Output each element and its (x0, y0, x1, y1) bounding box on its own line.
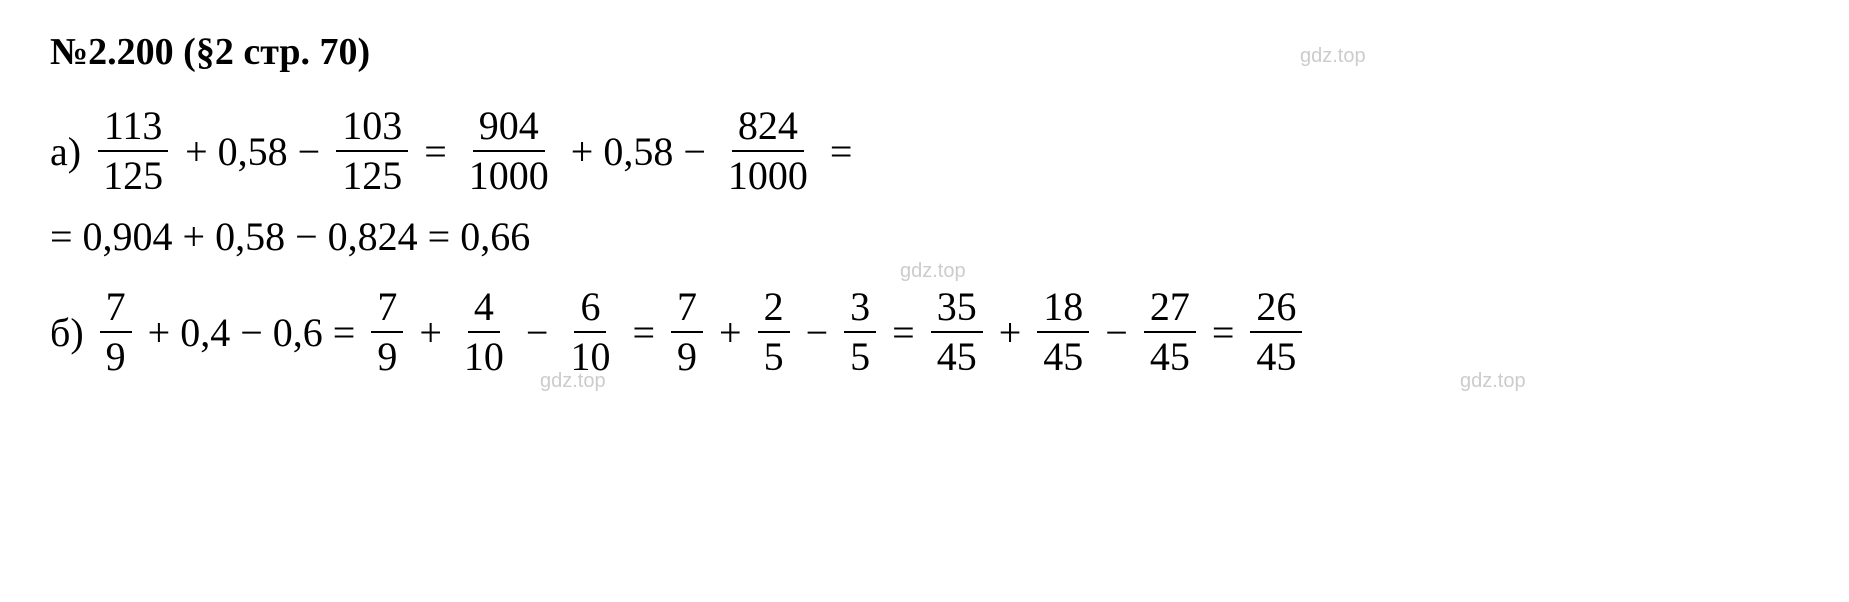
numerator: 6 (574, 285, 606, 333)
value: 0,58 (218, 128, 288, 175)
denominator: 125 (97, 152, 169, 198)
equation-b-line1: б) 7 9 + 0,4 − 0,6 = 7 9 + 4 10 − 6 10 =… (50, 285, 1799, 379)
equals: = (632, 309, 655, 356)
operator: − (240, 309, 263, 356)
denominator: 45 (931, 333, 983, 379)
operator: + (185, 128, 208, 175)
operator: + (999, 309, 1022, 356)
fraction-a2: 103 125 (336, 104, 408, 198)
denominator: 125 (336, 152, 408, 198)
fraction-b7: 3 5 (844, 285, 876, 379)
operator: − (1105, 309, 1128, 356)
operator: − (298, 128, 321, 175)
operator: + (419, 309, 442, 356)
equation-a-line2: = 0,904 + 0,58 − 0,824 = 0,66 (50, 213, 1799, 260)
numerator: 904 (473, 104, 545, 152)
denominator: 1000 (722, 152, 814, 198)
denominator: 45 (1144, 333, 1196, 379)
numerator: 35 (931, 285, 983, 333)
numerator: 26 (1250, 285, 1302, 333)
numerator: 2 (758, 285, 790, 333)
value: 0,4 (180, 309, 230, 356)
numerator: 103 (336, 104, 408, 152)
equals: = (830, 128, 853, 175)
denominator: 9 (100, 333, 132, 379)
operator: − (806, 309, 829, 356)
operator: + (148, 309, 171, 356)
fraction-b1: 7 9 (100, 285, 132, 379)
operator: − (526, 309, 549, 356)
denominator: 10 (458, 333, 510, 379)
operator: − (683, 128, 706, 175)
denominator: 9 (371, 333, 403, 379)
fraction-b9: 18 45 (1037, 285, 1089, 379)
fraction-a1: 113 125 (97, 104, 169, 198)
watermark: gdz.top (900, 260, 966, 283)
fraction-b11: 26 45 (1250, 285, 1302, 379)
numerator: 27 (1144, 285, 1196, 333)
label-b: б) (50, 309, 84, 356)
equals: = (1212, 309, 1235, 356)
fraction-b2: 7 9 (371, 285, 403, 379)
fraction-b10: 27 45 (1144, 285, 1196, 379)
equals: = (333, 309, 356, 356)
numerator: 7 (671, 285, 703, 333)
label-a: а) (50, 128, 81, 175)
denominator: 45 (1037, 333, 1089, 379)
value: 0,58 (603, 128, 673, 175)
numerator: 113 (98, 104, 169, 152)
denominator: 5 (758, 333, 790, 379)
fraction-a3: 904 1000 (463, 104, 555, 198)
numerator: 7 (371, 285, 403, 333)
problem-title: №2.200 (§2 стр. 70) (50, 30, 1799, 74)
fraction-b6: 2 5 (758, 285, 790, 379)
operator: + (571, 128, 594, 175)
expression: = 0,904 + 0,58 − 0,824 = 0,66 (50, 213, 530, 260)
numerator: 824 (732, 104, 804, 152)
value: 0,6 (273, 309, 323, 356)
fraction-a4: 824 1000 (722, 104, 814, 198)
numerator: 4 (468, 285, 500, 333)
fraction-b3: 4 10 (458, 285, 510, 379)
fraction-b8: 35 45 (931, 285, 983, 379)
fraction-b5: 7 9 (671, 285, 703, 379)
equals: = (892, 309, 915, 356)
denominator: 1000 (463, 152, 555, 198)
fraction-b4: 6 10 (564, 285, 616, 379)
numerator: 7 (100, 285, 132, 333)
denominator: 45 (1250, 333, 1302, 379)
operator: + (719, 309, 742, 356)
numerator: 18 (1037, 285, 1089, 333)
denominator: 9 (671, 333, 703, 379)
denominator: 10 (564, 333, 616, 379)
numerator: 3 (844, 285, 876, 333)
equals: = (424, 128, 447, 175)
denominator: 5 (844, 333, 876, 379)
equation-a-line1: а) 113 125 + 0,58 − 103 125 = 904 1000 +… (50, 104, 1799, 198)
